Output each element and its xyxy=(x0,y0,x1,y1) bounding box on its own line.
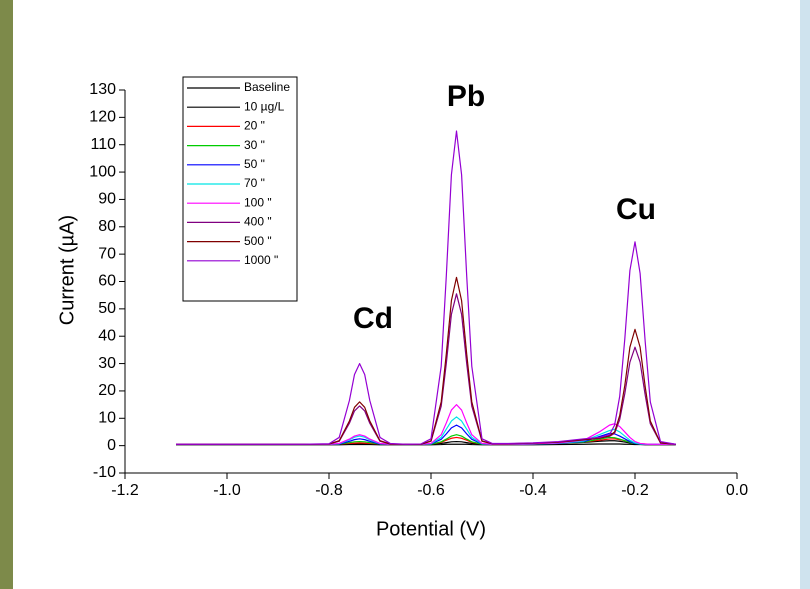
legend-label: 400 " xyxy=(244,215,272,229)
y-tick-label: 110 xyxy=(90,136,116,153)
y-tick-label: 10 xyxy=(98,410,116,427)
series-line xyxy=(176,130,676,445)
series-line xyxy=(176,293,676,445)
legend-label: 1000 " xyxy=(244,253,278,267)
legend-box xyxy=(182,76,298,302)
left-photo-strip xyxy=(0,0,13,589)
y-axis-title: Current (µA) xyxy=(56,215,78,325)
x-tick-label: -0.6 xyxy=(417,482,445,499)
x-tick-label: -1.2 xyxy=(111,482,139,499)
legend-label: 100 " xyxy=(244,195,272,209)
y-tick-label: 20 xyxy=(98,382,116,399)
y-tick-label: 0 xyxy=(107,437,116,454)
x-tick-label: -1.0 xyxy=(213,482,241,499)
series-line xyxy=(176,443,676,446)
legend-label: 10 µg/L xyxy=(244,99,285,113)
right-strip xyxy=(800,0,810,589)
y-tick-label: 50 xyxy=(98,300,116,317)
peak-annotation: Cu xyxy=(616,193,656,226)
series-line xyxy=(176,424,676,445)
x-tick-label: -0.8 xyxy=(315,482,343,499)
legend-label: 50 " xyxy=(244,157,265,171)
x-tick-label: -0.2 xyxy=(621,482,649,499)
y-tick-label: 60 xyxy=(98,273,116,290)
x-tick-label: 0.0 xyxy=(726,482,748,499)
y-tick-label: -10 xyxy=(93,464,116,481)
series-line xyxy=(176,276,676,445)
series-line xyxy=(176,416,676,445)
y-tick-label: 90 xyxy=(98,191,116,208)
peak-annotation: Cd xyxy=(353,302,393,335)
y-tick-label: 100 xyxy=(89,163,116,180)
series-line xyxy=(176,434,676,445)
peak-annotation: Pb xyxy=(447,80,485,113)
legend-label: 70 " xyxy=(244,176,265,190)
y-tick-label: 120 xyxy=(89,109,116,126)
y-tick-label: 30 xyxy=(98,355,116,372)
y-tick-label: 70 xyxy=(98,245,116,262)
x-axis-title: Potential (V) xyxy=(376,518,486,540)
legend-label: 500 " xyxy=(244,234,272,248)
y-tick-label: 130 xyxy=(89,81,116,98)
x-tick-label: -0.4 xyxy=(519,482,547,499)
legend-label: 30 " xyxy=(244,138,265,152)
legend-label: 20 " xyxy=(244,119,265,133)
legend-label: Baseline xyxy=(244,80,290,94)
y-tick-label: 40 xyxy=(98,327,116,344)
series-line xyxy=(176,404,676,445)
y-tick-label: 80 xyxy=(98,218,116,235)
